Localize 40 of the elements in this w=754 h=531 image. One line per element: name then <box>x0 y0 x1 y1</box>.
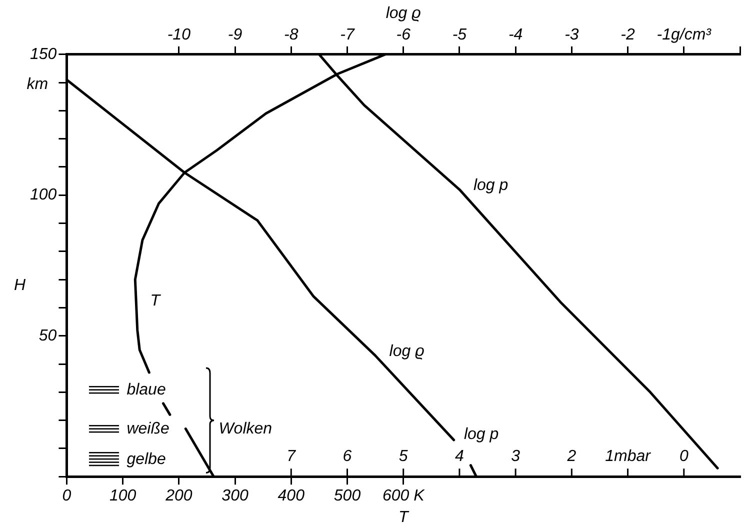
annotation: Wolken <box>218 420 272 438</box>
x2-axis-title: log ϱ <box>386 5 421 22</box>
x-tick-label: 300 <box>222 488 248 505</box>
annotation: 0 <box>679 448 688 466</box>
annotation: 1mbar <box>605 448 652 466</box>
y-axis-title: H <box>14 276 26 294</box>
x2-tick-label: -2 <box>620 26 635 44</box>
y-tick-label: 50 <box>38 327 57 344</box>
annotation: 5 <box>398 448 408 466</box>
x2-tick-label: -7 <box>340 26 356 44</box>
x-tick-label: 200 <box>164 488 192 505</box>
x2-tick-label: -5 <box>452 26 467 44</box>
y-tick-label: 150 <box>30 46 57 63</box>
x2-tick-label: -1g/cm³ <box>656 26 712 44</box>
annotation: 2 <box>566 448 576 466</box>
x2-tick-label: -4 <box>508 26 523 44</box>
series-label: T <box>150 292 162 310</box>
annotation: gelbe <box>126 451 166 468</box>
y-tick-label: 100 <box>30 186 57 204</box>
text: km <box>26 76 48 93</box>
annotation: log p <box>464 426 499 443</box>
annotation: 3 <box>511 448 520 466</box>
x2-tick-label: -10 <box>167 26 191 44</box>
x2-tick-label: -8 <box>284 26 298 44</box>
series-label: log ϱ <box>389 343 424 360</box>
annotation: blaue <box>126 382 166 398</box>
x2-tick-label: -9 <box>228 26 242 44</box>
x2-tick-label: -3 <box>564 26 579 44</box>
x-tick-label: 500 <box>334 488 361 505</box>
x-tick-label: 600 K <box>382 488 426 505</box>
series-label: log p <box>473 176 508 194</box>
x-tick-label: 100 <box>109 488 136 505</box>
annotation: 7 <box>286 448 297 466</box>
annotation: 4 <box>455 448 464 466</box>
annotation: 6 <box>342 448 352 466</box>
x-tick-label: 400 <box>278 488 305 505</box>
x-tick-label: 0 <box>62 488 72 505</box>
x-axis-title: T <box>398 508 410 526</box>
x2-tick-label: -6 <box>396 26 411 44</box>
annotation: weiße <box>126 420 170 438</box>
